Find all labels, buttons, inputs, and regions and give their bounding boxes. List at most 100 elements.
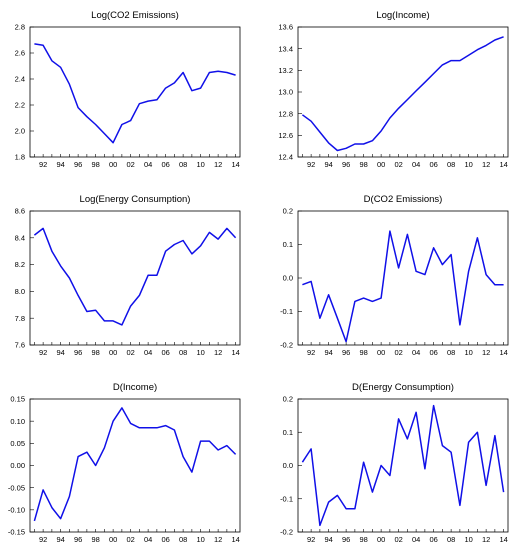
data-point [121,407,123,409]
series-line [33,407,237,522]
series-line [301,404,505,527]
data-point [68,277,70,279]
data-point [156,274,158,276]
data-point [156,99,158,101]
data-point [129,422,131,424]
x-tick-label: 98 [359,535,367,544]
chart-title: Log(Energy Consumption) [80,194,191,205]
x-tick-label: 04 [412,160,420,169]
x-tick-label: 92 [39,348,47,357]
data-point [191,90,193,92]
x-tick-label: 02 [394,348,402,357]
data-point [397,418,399,420]
data-point [502,36,504,38]
y-tick-label: 0.1 [283,428,293,437]
x-tick-label: 02 [394,535,402,544]
data-point [362,461,364,463]
data-point [467,441,469,443]
x-tick-label: 96 [74,535,82,544]
chart-title: Log(CO2 Emissions) [91,10,179,21]
series-line [301,36,504,152]
plot-frame [297,26,509,158]
data-point [68,495,70,497]
x-tick-label: 02 [126,348,134,357]
x-tick-label: 92 [307,535,315,544]
x-tick-label: 98 [359,348,367,357]
x-tick-label: 10 [464,160,472,169]
x-tick-label: 10 [196,160,204,169]
data-point [327,294,329,296]
data-point [336,149,338,151]
data-point [182,455,184,457]
data-point [345,508,347,510]
data-point [182,239,184,241]
chart-panel-6: D(Energy Consumption) -0.2 -0.1 0.0 0.1 0.2 92… [280,382,509,544]
x-tick-label: 96 [342,348,350,357]
chart-panel-2: Log(Income) 12.4 12.6 12.8 13.0 13.2 13.4 13.6 9… [278,10,509,169]
data-point [432,247,434,249]
y-tick-label: -0.2 [280,528,293,537]
data-point [485,44,487,46]
data-point [129,119,131,121]
data-point [362,297,364,299]
data-point [138,427,140,429]
y-tick-label: 0.10 [10,417,25,426]
data-point [415,270,417,272]
y-tick-label: 8.2 [15,260,25,269]
data-point [86,451,88,453]
data-point [362,143,364,145]
y-tick-label: 2.6 [15,49,25,58]
data-point [59,265,61,267]
data-point [112,142,114,144]
x-tick-label: 92 [39,535,47,544]
series-line [302,230,504,343]
data-point [94,309,96,311]
data-point [103,132,105,134]
x-tick-label: 06 [161,348,169,357]
data-point [441,263,443,265]
x-tick-label: 00 [377,160,385,169]
data-point [389,474,391,476]
y-tick-label: 12.6 [278,131,293,140]
data-point [51,60,53,62]
y-tick-label: 7.6 [15,341,25,350]
data-point [467,54,469,56]
chart-panel-5: D(Income) -0.15 -0.10 -0.05 0.00 0.05 0.10 0.15… [8,382,241,544]
data-point [397,107,399,109]
x-tick-label: 02 [394,160,402,169]
data-point [77,455,79,457]
data-point [199,245,201,247]
series-line [34,43,236,144]
x-tick-label: 00 [109,160,117,169]
x-tick-label: 14 [499,535,507,544]
data-point [467,270,469,272]
data-point [476,237,478,239]
y-tick-label: -0.05 [8,483,25,492]
data-point [301,284,303,286]
x-tick-label: 04 [144,160,152,169]
data-point [121,324,123,326]
series-line [33,227,237,326]
data-point [380,130,382,132]
data-point [191,471,193,473]
data-point [424,273,426,275]
data-point [51,506,53,508]
data-point [371,300,373,302]
x-tick-label: 08 [179,348,187,357]
x-tick-label: 06 [429,160,437,169]
x-tick-label: 14 [499,348,507,357]
x-tick-label: 10 [464,348,472,357]
data-point [226,444,228,446]
x-tick-label: 04 [412,535,420,544]
x-tick-label: 08 [179,160,187,169]
data-point [147,427,149,429]
data-point [441,444,443,446]
y-tick-label: 13.6 [278,23,293,32]
x-tick-label: 00 [377,348,385,357]
plot-frame [297,398,509,533]
x-tick-label: 98 [91,348,99,357]
data-point [424,468,426,470]
data-point [406,233,408,235]
x-tick-label: 92 [307,160,315,169]
x-tick-label: 08 [447,348,455,357]
